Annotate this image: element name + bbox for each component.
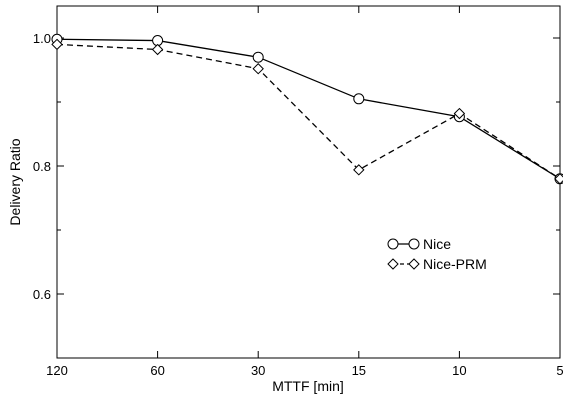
series-line-nice-prm <box>56 43 561 180</box>
legend-label: Nice-PRM <box>423 256 487 272</box>
x-tick-label: 120 <box>46 363 68 378</box>
x-axis-title: MTTF [min] <box>272 378 344 394</box>
x-tick-label: 15 <box>352 363 366 378</box>
y-tick-label: 0.8 <box>33 159 51 174</box>
data-point-nice-prm <box>51 38 63 51</box>
y-tick-label: 0.6 <box>33 287 51 302</box>
plot-frame <box>56 5 561 359</box>
x-tick-label: 5 <box>556 363 563 378</box>
legend-label: Nice <box>423 236 451 252</box>
tick-labels: 120 60 30 15 10 5 0.6 0.8 1.0 <box>33 31 563 378</box>
y-axis-title: Delivery Ratio <box>7 138 23 225</box>
data-point-nice-prm <box>353 164 365 176</box>
x-tick-label: 60 <box>150 363 164 378</box>
legend: Nice Nice-PRM <box>387 236 487 272</box>
legend-marker <box>408 258 420 270</box>
data-point-nice-prm <box>554 173 563 185</box>
y-tick-label: 1.0 <box>33 31 51 46</box>
legend-marker <box>408 238 420 250</box>
data-point-nice <box>353 93 365 105</box>
data-point-nice-prm <box>453 107 466 120</box>
series-lines <box>56 38 561 180</box>
legend-marker <box>387 258 399 270</box>
legend-marker <box>387 238 399 250</box>
x-tick-label: 10 <box>452 363 466 378</box>
series-line-nice <box>56 38 561 180</box>
x-tick-label: 30 <box>251 363 265 378</box>
data-point-nice-prm <box>151 43 164 56</box>
data-point-nice-prm <box>252 63 264 75</box>
series-markers <box>51 33 563 185</box>
ticks <box>56 6 561 358</box>
data-point-nice <box>252 51 264 63</box>
